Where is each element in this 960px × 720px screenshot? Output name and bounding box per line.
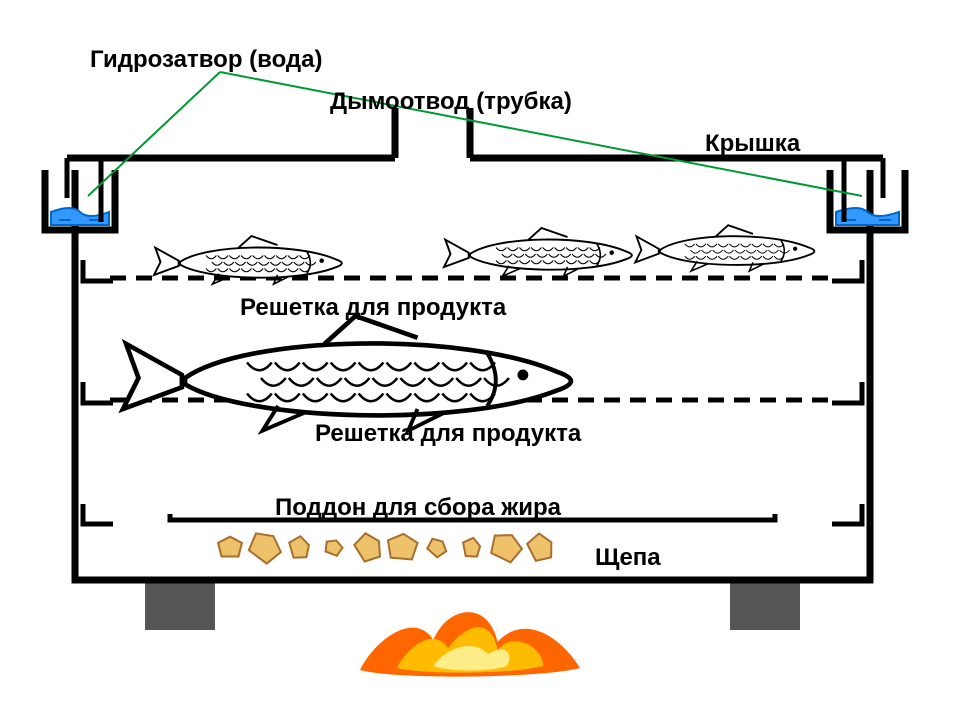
fish-small-2: [635, 225, 814, 271]
fish-small-0: [154, 236, 342, 284]
wood-chip: [213, 531, 247, 565]
wood-chip: [523, 531, 557, 565]
wood-chip: [427, 538, 447, 558]
fish-small-1: [444, 228, 632, 276]
label-rack1: Решетка для продукта: [240, 294, 506, 322]
fire-icon: [360, 612, 580, 676]
label-water-lock: Гидрозатвор (вода): [90, 46, 323, 74]
label-smoke-pipe: Дымоотвод (трубка): [330, 88, 572, 116]
wood-chip: [381, 527, 423, 569]
wood-chip: [284, 533, 314, 563]
leg-right: [730, 580, 800, 630]
label-lid: Крышка: [705, 130, 800, 158]
wood-chip: [458, 535, 485, 562]
label-wood-chips: Щепа: [595, 544, 661, 572]
leg-left: [145, 580, 215, 630]
pointer-line: [88, 72, 220, 196]
wood-chip: [247, 530, 283, 566]
label-rack2: Решетка для продукта: [315, 420, 581, 448]
wood-chip: [486, 529, 525, 568]
wood-chip: [351, 531, 384, 564]
wood-chip: [322, 537, 345, 560]
label-drip-tray: Поддон для сбора жира: [275, 494, 561, 522]
fish-large: [123, 316, 571, 431]
